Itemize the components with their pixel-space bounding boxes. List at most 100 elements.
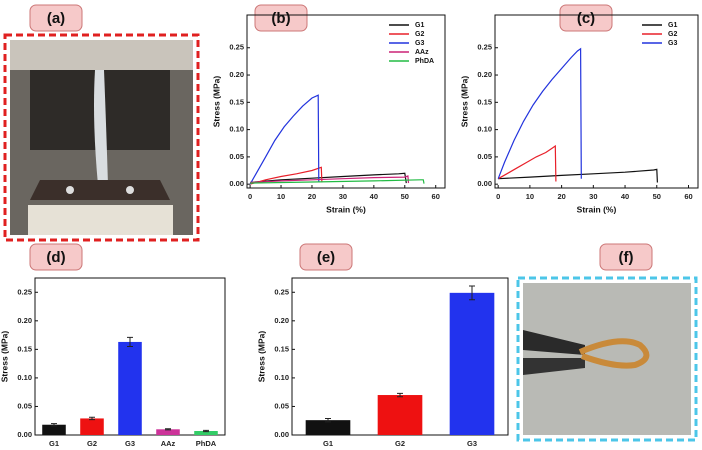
x-tick-label: 0 <box>496 192 500 201</box>
y-axis-label: Stress (MPa) <box>256 331 266 383</box>
x-axis-label: Strain (%) <box>577 204 617 214</box>
x-tick-label: 50 <box>653 192 661 201</box>
y-tick-label: 0.10 <box>229 125 244 134</box>
y-tick-label: 0.00 <box>274 430 289 439</box>
y-tick-label: 0.20 <box>274 316 289 325</box>
photo-part <box>94 70 108 185</box>
panel-label: (a) <box>47 10 65 27</box>
x-tick-label: AAz <box>161 439 176 448</box>
x-tick-label: G2 <box>395 439 405 448</box>
bar <box>80 418 104 435</box>
photo-part <box>578 338 650 369</box>
x-tick-label: 30 <box>589 192 597 201</box>
panel-label: (d) <box>46 249 65 266</box>
x-tick-label: 40 <box>370 192 378 201</box>
x-tick-label: G3 <box>125 439 135 448</box>
x-tick-label: 30 <box>339 192 347 201</box>
legend-label: AAz <box>415 49 429 56</box>
y-tick-label: 0.10 <box>477 125 492 134</box>
bar <box>377 395 423 435</box>
y-axis-label: Stress (MPa) <box>211 76 221 128</box>
error-bar <box>325 417 331 423</box>
photo-part <box>10 40 193 70</box>
y-tick-label: 0.05 <box>477 152 492 161</box>
bar <box>449 292 495 435</box>
panel-label-box <box>29 4 83 32</box>
photo-part <box>523 330 585 355</box>
series-line <box>250 179 425 184</box>
legend-label: G1 <box>668 22 677 29</box>
y-tick-label: 0.20 <box>229 70 244 79</box>
x-tick-label: 10 <box>526 192 534 201</box>
y-tick-label: 0.10 <box>274 373 289 382</box>
x-axis-label: Strain (%) <box>326 204 366 214</box>
y-tick-label: 0.00 <box>477 179 492 188</box>
x-tick-label: 20 <box>308 192 316 201</box>
bar <box>305 420 351 435</box>
legend-label: G3 <box>415 40 424 47</box>
plot-frame <box>494 14 699 189</box>
error-bar <box>51 423 57 427</box>
photo-part <box>523 358 585 375</box>
photo-part <box>30 180 170 200</box>
photo-part <box>66 186 74 194</box>
y-tick-label: 0.25 <box>17 287 32 296</box>
panel-label-box <box>29 243 83 271</box>
y-tick-label: 0.25 <box>229 43 244 52</box>
photo-f <box>516 276 698 442</box>
photo-part <box>126 186 134 194</box>
x-tick-label: G1 <box>49 439 59 448</box>
panel-label-box <box>254 4 308 32</box>
legend-label: G2 <box>415 31 424 38</box>
error-bar <box>203 429 209 433</box>
bar <box>156 429 180 435</box>
y-axis-label: Stress (MPa) <box>459 76 469 128</box>
series-line <box>497 47 582 179</box>
panel-label: (b) <box>271 10 290 27</box>
y-tick-label: 0.25 <box>274 287 289 296</box>
series-line <box>498 168 658 183</box>
photo-a <box>3 33 200 242</box>
bar <box>118 341 142 435</box>
series-line <box>250 175 410 184</box>
y-tick-label: 0.05 <box>229 152 244 161</box>
panel-label: (e) <box>317 249 335 266</box>
y-tick-label: 0.05 <box>17 401 32 410</box>
legend-label: G1 <box>415 22 424 29</box>
y-tick-label: 0.00 <box>17 430 32 439</box>
y-tick-label: 0.15 <box>17 344 32 353</box>
series-line <box>249 94 320 185</box>
y-tick-label: 0.05 <box>274 401 289 410</box>
panel-label: (c) <box>577 10 595 27</box>
y-tick-label: 0.15 <box>274 344 289 353</box>
series-line <box>250 172 407 184</box>
panel-label: (f) <box>619 249 634 266</box>
bar <box>42 424 66 435</box>
y-tick-label: 0.10 <box>17 373 32 382</box>
panel-label-box <box>599 243 653 271</box>
x-tick-label: 40 <box>621 192 629 201</box>
y-tick-label: 0.20 <box>477 70 492 79</box>
x-tick-label: 60 <box>684 192 692 201</box>
x-tick-label: 60 <box>432 192 440 201</box>
series-line <box>497 144 557 182</box>
y-tick-label: 0.00 <box>229 179 244 188</box>
plot-frame <box>246 14 446 189</box>
x-tick-label: 0 <box>248 192 252 201</box>
x-tick-label: 10 <box>277 192 285 201</box>
error-bar <box>89 416 95 421</box>
series-line <box>249 166 323 185</box>
panel-label-box <box>559 4 613 32</box>
photo-part <box>28 205 173 235</box>
x-tick-label: 50 <box>401 192 409 201</box>
y-tick-label: 0.20 <box>17 316 32 325</box>
y-axis-label: Stress (MPa) <box>0 331 9 383</box>
x-tick-label: PhDA <box>196 439 217 448</box>
legend-label: PhDA <box>415 58 434 65</box>
error-bar <box>469 285 475 301</box>
x-tick-label: G2 <box>87 439 97 448</box>
y-tick-label: 0.25 <box>477 43 492 52</box>
error-bar <box>165 428 171 431</box>
error-bar <box>397 392 403 398</box>
